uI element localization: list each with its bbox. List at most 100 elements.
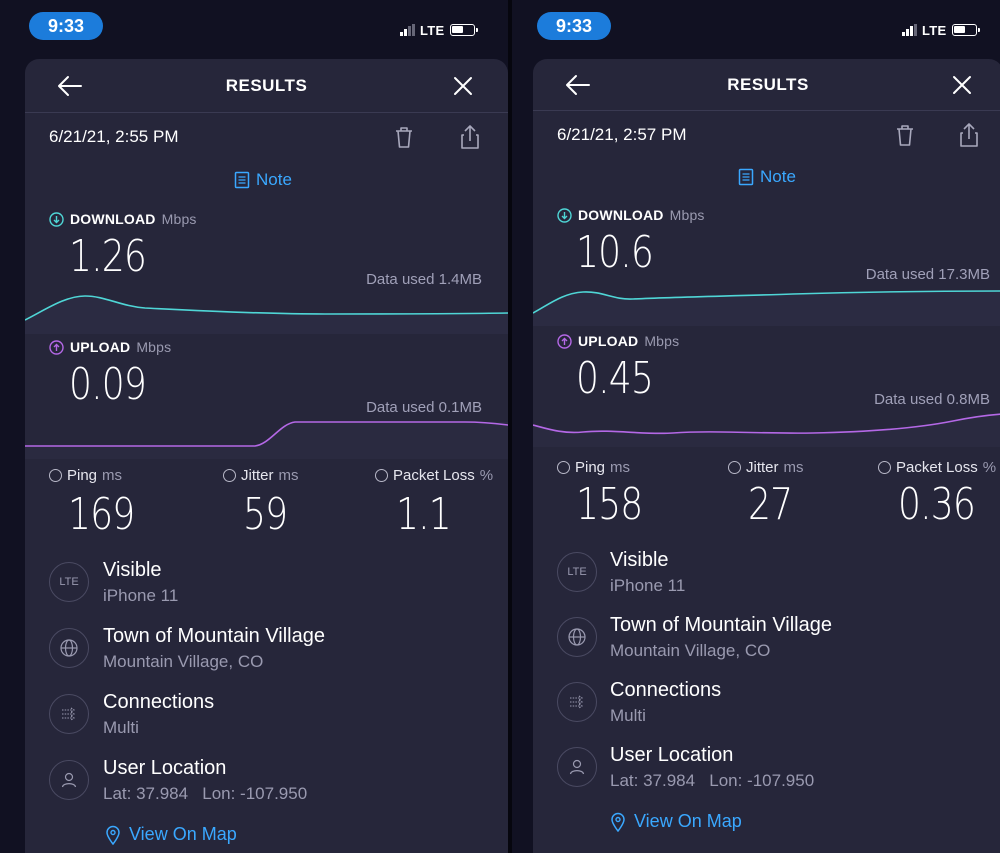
download-label: DOWNLOAD Mbps [49,211,197,227]
status-time: 9:33 [537,12,611,40]
provider-name: Visible [610,549,669,571]
user-icon [49,760,89,800]
ping-value: 158 [576,479,643,530]
upload-arrow-icon [557,333,572,349]
note-icon [738,168,754,186]
globe-icon [49,628,89,668]
test-date: 6/21/21, 2:57 PM [557,125,687,144]
header-divider [533,110,1000,111]
user-coordinates: Lat: 37.984 Lon: -107.950 [103,784,308,803]
download-graph [25,295,508,334]
view-on-map-link[interactable]: View On Map [105,824,237,845]
close-icon[interactable] [448,71,478,101]
download-data-used: Data used 1.4MB [366,271,482,288]
battery-icon [449,24,478,36]
trash-icon[interactable] [890,120,920,150]
share-icon[interactable] [455,122,485,152]
packet-loss-icon [375,469,388,482]
upload-data-used: Data used 0.1MB [366,399,482,416]
header-divider [25,112,508,113]
connections-title: Connections [103,691,215,713]
connections-value: Multi [103,718,139,737]
server-location: Mountain Village, CO [103,652,264,671]
close-icon[interactable] [947,70,977,100]
note-label: Note [256,170,292,189]
map-pin-icon [106,825,120,845]
status-icons: LTE [400,22,478,38]
device-name: iPhone 11 [103,586,179,605]
ping-label: Ping ms [49,467,122,484]
server-name: Town of Mountain Village [103,625,325,647]
packet-loss-icon [878,461,891,474]
jitter-label: Jitter ms [728,459,804,476]
status-time: 9:33 [29,12,103,40]
user-location-title: User Location [610,744,734,766]
packet-loss-label: Packet Loss % [878,459,996,476]
upload-value: 0.09 [69,359,147,410]
user-location-title: User Location [103,757,227,779]
note-button[interactable]: Note [738,167,796,187]
connections-icon [557,682,597,722]
results-card: RESULTS 6/21/21, 2:57 PM Note DOWNLOAD M… [533,59,1000,853]
results-card: RESULTS 6/21/21, 2:55 PM Note DOWNLOAD M… [25,59,508,853]
jitter-icon [728,461,741,474]
jitter-label: Jitter ms [223,467,299,484]
ping-value: 169 [68,489,135,540]
network-type: LTE [922,22,947,38]
results-screen-right: 9:33 LTE RESULTS 6/21/21, 2:57 PM Note [508,0,1000,853]
ping-icon [557,461,570,474]
download-graph [533,290,1000,326]
trash-icon[interactable] [389,122,419,152]
download-arrow-icon [557,207,572,223]
upload-graph [533,413,1000,447]
ping-icon [49,469,62,482]
note-icon [234,171,250,189]
download-value: 1.26 [69,231,147,282]
download-value: 10.6 [576,227,654,278]
upload-label: UPLOAD Mbps [49,339,171,355]
download-label: DOWNLOAD Mbps [557,207,705,223]
download-data-used: Data used 17.3MB [865,266,990,283]
user-coordinates: Lat: 37.984 Lon: -107.950 [610,771,815,790]
signal-icon [902,24,917,36]
signal-icon [400,24,415,36]
packet-loss-value: 1.1 [396,489,452,540]
share-icon[interactable] [954,120,984,150]
jitter-icon [223,469,236,482]
note-button[interactable]: Note [234,170,292,190]
packet-loss-label: Packet Loss % [375,467,493,484]
upload-arrow-icon [49,339,64,355]
lte-icon: LTE [557,552,597,592]
provider-name: Visible [103,559,162,581]
battery-icon [951,24,980,36]
lte-icon: LTE [49,562,89,602]
note-label: Note [760,167,796,186]
server-location: Mountain Village, CO [610,641,771,660]
upload-data-used: Data used 0.8MB [874,391,990,408]
page-title: RESULTS [727,75,809,94]
connections-value: Multi [610,706,646,725]
results-screen-left: 9:33 LTE RESULTS 6/21/21, 2:55 PM Note [25,12,508,853]
upload-label: UPLOAD Mbps [557,333,679,349]
device-name: iPhone 11 [610,576,686,595]
packet-loss-value: 0.36 [898,479,976,530]
globe-icon [557,617,597,657]
upload-graph [25,421,508,459]
back-arrow-icon[interactable] [55,71,85,101]
jitter-value: 59 [243,489,288,540]
page-title: RESULTS [225,76,308,95]
connections-title: Connections [610,679,722,701]
user-icon [557,747,597,787]
ping-label: Ping ms [557,459,630,476]
download-arrow-icon [49,211,64,227]
status-icons: LTE [902,22,980,38]
view-on-map-link[interactable]: View On Map [610,811,742,832]
jitter-value: 27 [748,479,793,530]
network-type: LTE [420,22,445,38]
test-date: 6/21/21, 2:55 PM [49,127,179,146]
back-arrow-icon[interactable] [563,70,593,100]
connections-icon [49,694,89,734]
server-name: Town of Mountain Village [610,614,832,636]
map-pin-icon [611,812,625,832]
upload-value: 0.45 [576,353,654,404]
